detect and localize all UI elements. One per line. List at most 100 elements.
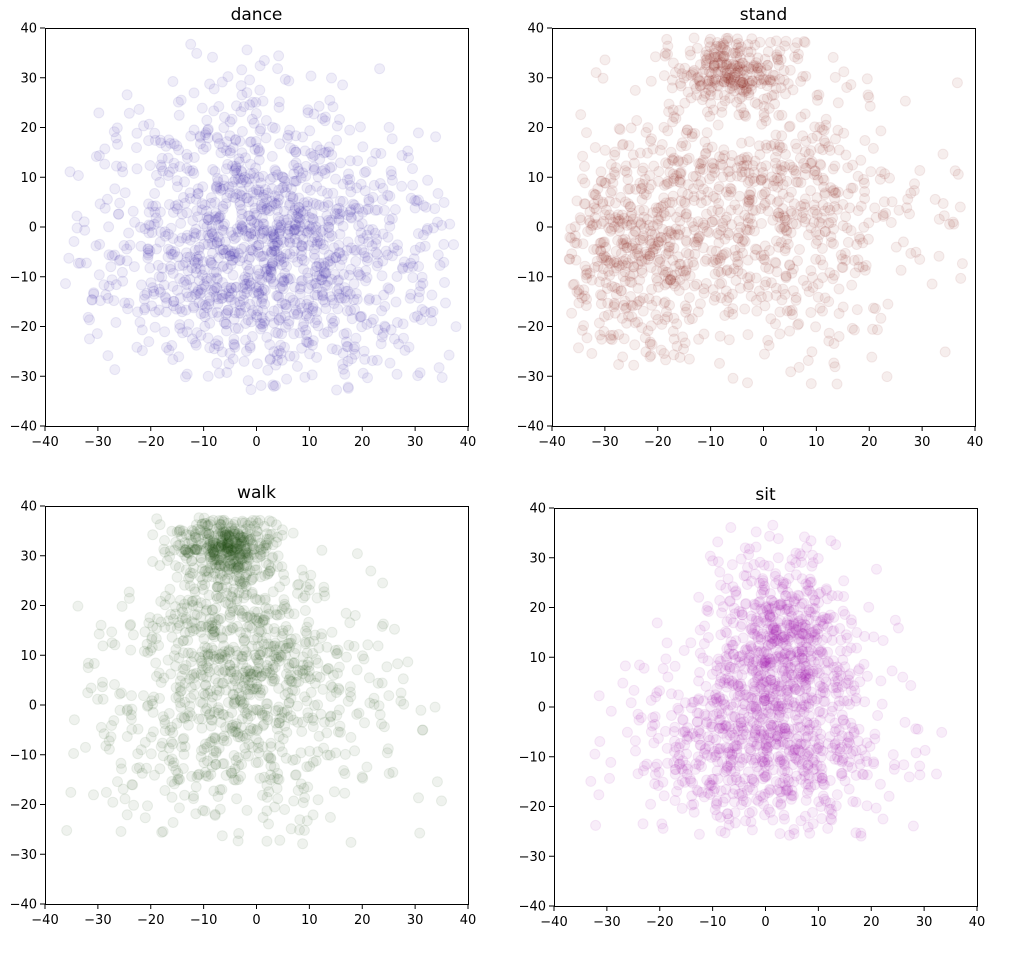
scatter-point [184,193,196,204]
scatter-point [261,244,273,256]
scatter-point [362,372,373,384]
scatter-point [723,58,735,70]
scatter-point [691,72,703,84]
scatter-point [621,302,632,314]
scatter-point [752,98,763,110]
scatter-point [115,826,127,837]
scatter-point [721,265,733,277]
scatter-point [224,187,236,199]
scatter-point [254,671,266,683]
y-tick-label: 30 [527,71,544,86]
scatter-point [208,745,220,757]
scatter-point [616,237,628,249]
scatter-point [726,150,738,161]
scatter-point [614,225,625,237]
scatter-point [681,236,693,248]
scatter-point [777,203,789,215]
scatter-point [669,67,681,79]
scatter-point [306,339,318,351]
scatter-point [233,828,245,839]
scatter-point [278,205,290,217]
scatter-point [639,253,651,265]
scatter-point [658,297,670,309]
scatter-point [247,187,259,199]
scatter-point [739,109,751,121]
scatter-point [595,245,607,257]
scatter-point [205,192,217,204]
scatter-point [305,148,317,159]
scatter-point [324,94,336,106]
y-tick-label: −10 [10,748,37,763]
scatter-point [713,183,725,195]
scatter-point [235,770,247,782]
scatter-point [147,200,159,212]
scatter-point [763,102,775,114]
scatter-point [204,317,216,329]
scatter-point [285,142,296,154]
scatter-point [310,221,322,233]
scatter-point [268,244,280,256]
scatter-point [139,736,151,748]
scatter-point [713,198,725,209]
scatter-point [174,260,185,272]
scatter-point [147,698,159,710]
scatter-point [741,159,753,171]
scatter-point [290,146,302,158]
scatter-point [162,152,174,164]
scatter-point [317,239,329,251]
scatter-point [214,182,226,194]
scatter-point [251,209,262,221]
scatter-point [153,271,165,283]
scatter-point [194,241,206,253]
scatter-point [313,100,325,112]
scatter-point [770,318,781,330]
scatter-point [264,310,276,322]
scatter-point [254,268,265,280]
scatter-point [584,217,596,229]
scatter-point [79,224,91,236]
scatter-point [309,317,321,329]
scatter-point [774,828,786,840]
scatter-point [289,218,301,230]
scatter-point [744,271,756,283]
scatter-point [403,152,414,164]
scatter-point [194,250,205,262]
scatter-point [772,53,784,65]
scatter-point [99,202,111,214]
scatter-point [602,255,614,267]
scatter-point [914,253,926,265]
scatter-point [672,251,684,263]
scatter-point [94,198,106,210]
scatter-point [348,278,360,290]
scatter-point [414,827,426,839]
scatter-point [819,292,831,304]
scatter-point [812,278,824,290]
scatter-point [691,278,703,290]
scatter-point [220,318,232,330]
scatter-point [666,270,678,282]
scatter-point [386,174,398,186]
scatter-point [339,282,351,294]
scatter-point [190,267,202,279]
scatter-point [654,144,666,156]
scatter-point [772,181,784,193]
scatter-point [746,79,758,91]
scatter-point [685,92,697,104]
scatter-point [361,255,373,267]
scatter-point [148,285,160,297]
scatter-point [378,721,390,733]
scatter-point [228,246,240,258]
scatter-point [733,37,745,49]
scatter-point [657,264,669,276]
scatter-point [204,538,216,550]
scatter-point [836,261,848,273]
scatter-point [701,225,713,237]
scatter-point [241,650,253,662]
scatter-point [645,225,656,237]
scatter-point [252,517,264,529]
scatter-point [244,565,256,577]
scatter-point [828,184,840,196]
scatter-point [282,132,293,144]
scatter-point [605,255,617,267]
scatter-point [202,370,214,382]
